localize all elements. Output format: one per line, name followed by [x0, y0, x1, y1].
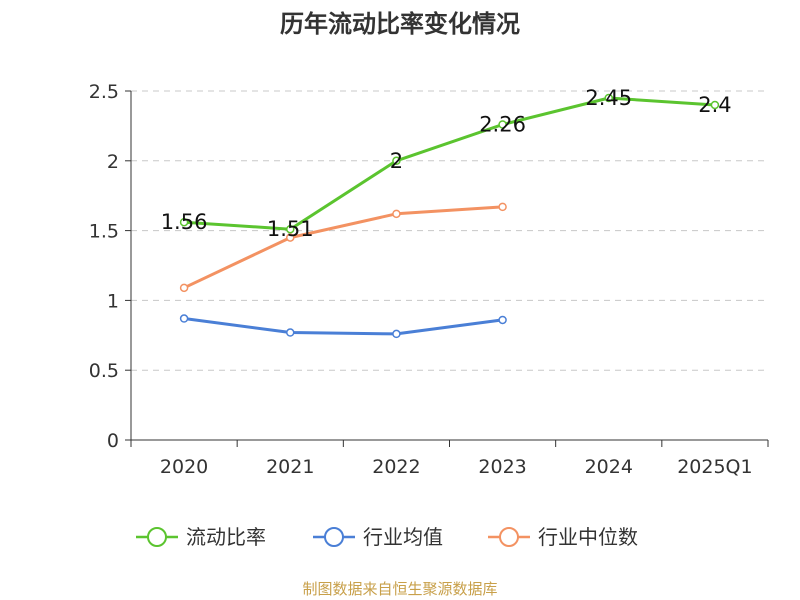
data-point [498, 315, 507, 325]
data-point [498, 120, 507, 129]
x-tick-label: 2023 [478, 456, 526, 478]
legend-label: 行业均值 [363, 525, 443, 549]
data-point [179, 283, 189, 293]
y-tick-label: 0 [107, 430, 119, 452]
legend-label: 行业中位数 [538, 525, 638, 549]
series-line-0 [184, 96, 715, 231]
data-label: 2.4 [698, 93, 731, 117]
data-label: 2.45 [585, 86, 632, 110]
x-tick-label: 2024 [585, 456, 633, 478]
x-tick-label: 2025Q1 [677, 456, 752, 478]
legend: 流动比率 行业均值 行业中位数 [136, 525, 638, 549]
data-label: 1.56 [161, 210, 208, 234]
data-point [604, 93, 613, 103]
legend-label: 流动比率 [186, 525, 266, 549]
x-tick-label: 2020 [160, 456, 208, 478]
data-point [286, 224, 295, 234]
data-label: 2 [390, 149, 403, 173]
data-point [286, 233, 295, 242]
legend-marker [324, 527, 344, 547]
x-tick-label: 2022 [372, 456, 420, 478]
grid-lines [131, 90, 768, 371]
data-source-note: 制图数据来自恒生聚源数据库 [302, 580, 498, 598]
y-tick-label: 0.5 [89, 360, 119, 382]
y-tick-label: 1 [107, 290, 119, 312]
y-tick-label: 2.5 [89, 81, 119, 103]
data-label: 1.51 [267, 217, 314, 241]
data-point [179, 314, 189, 323]
data-point [392, 209, 401, 219]
y-tick-label: 2 [107, 151, 119, 173]
data-point [710, 100, 720, 110]
data-point [179, 217, 189, 227]
data-labels: 1.56 1.51 2 2.26 2.45 2.4 [161, 86, 732, 241]
legend-marker [147, 527, 167, 547]
x-tick-label: 2021 [266, 456, 314, 478]
legend-marker [499, 527, 519, 547]
data-label: 2.26 [479, 113, 526, 137]
data-point [392, 329, 401, 339]
series-line-2 [183, 205, 503, 290]
y-tick-label: 1.5 [89, 221, 119, 243]
axes: 0 0.5 1 1.5 2 2.5 2020 2021 2022 2023 2024 2025Q1 [89, 81, 769, 478]
data-point [286, 328, 295, 337]
series-layer [179, 93, 720, 339]
chart-title: 历年流动比率变化情况 [280, 10, 520, 38]
data-point [392, 156, 401, 166]
data-point [498, 202, 507, 212]
series-line-1 [183, 317, 503, 336]
